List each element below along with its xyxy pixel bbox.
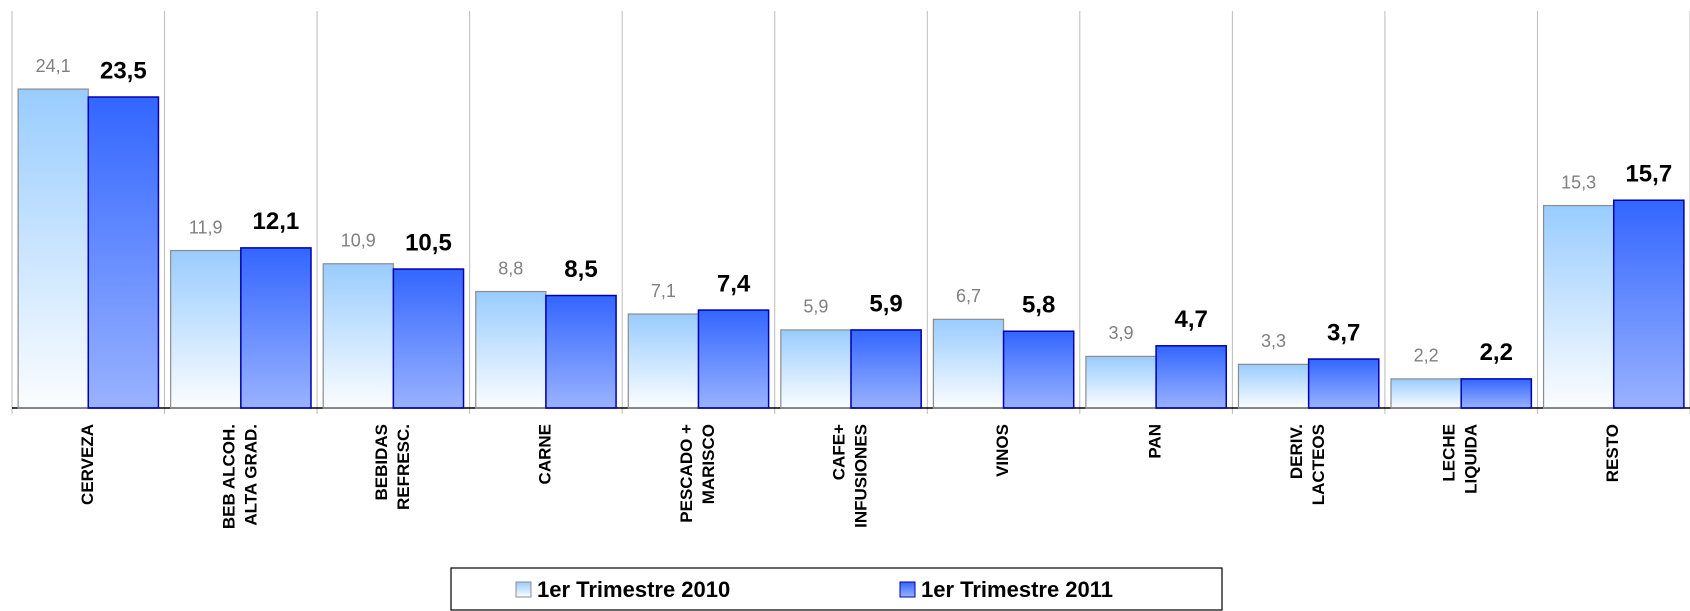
- x-tick-label: MARISCO: [699, 424, 718, 504]
- bar: [240, 247, 312, 409]
- bar: [1460, 378, 1533, 409]
- x-tick-label: INFUSIONES: [851, 424, 870, 528]
- x-tick-label: BEBIDAS: [372, 424, 391, 501]
- bar: [1085, 355, 1157, 409]
- value-label: 23,5: [100, 57, 147, 84]
- bar: [170, 249, 242, 409]
- value-label: 2,2: [1414, 346, 1439, 366]
- value-label: 15,3: [1561, 172, 1596, 192]
- bar: [17, 88, 89, 409]
- bar: [545, 294, 617, 409]
- bar: [1542, 204, 1615, 409]
- x-tick-label: PAN: [1146, 424, 1165, 459]
- bar: [322, 263, 394, 409]
- x-tick-label: RESTO: [1603, 424, 1622, 482]
- bar: [1002, 330, 1075, 409]
- bar: [932, 318, 1005, 409]
- bar: [1237, 363, 1310, 409]
- value-label: 8,5: [564, 256, 597, 283]
- x-tick-label: ALTA GRAD.: [241, 424, 260, 526]
- value-label: 8,8: [498, 258, 523, 278]
- value-label: 5,8: [1022, 292, 1055, 319]
- value-label: 5,9: [803, 297, 828, 317]
- legend-label: 1er Trimestre 2011: [921, 577, 1113, 602]
- value-label: 3,7: [1327, 319, 1360, 346]
- x-tick-label: DERIV.: [1287, 424, 1306, 479]
- value-label: 7,1: [651, 281, 676, 301]
- bar: [1612, 199, 1685, 409]
- value-label: 3,3: [1261, 331, 1286, 351]
- value-label: 24,1: [36, 56, 71, 76]
- bar: [1307, 358, 1380, 409]
- legend-swatch: [899, 581, 916, 598]
- value-label: 3,9: [1108, 323, 1133, 343]
- x-tick-label: PESCADO +: [677, 424, 696, 523]
- x-tick-label: CARNE: [535, 424, 554, 484]
- bar: [627, 313, 700, 409]
- legend-box: [450, 567, 1223, 611]
- bar: [1390, 378, 1462, 409]
- legend-label: 1er Trimestre 2010: [537, 577, 730, 602]
- x-tick-label: CERVEZA: [78, 424, 97, 505]
- value-label: 12,1: [253, 208, 300, 235]
- bar: [392, 268, 465, 409]
- x-tick-label: CAFE+: [829, 424, 848, 480]
- bar: [1155, 345, 1228, 409]
- x-tick-label: VINOS: [993, 424, 1012, 477]
- x-tick-label: LIQUIDA: [1462, 424, 1481, 494]
- value-label: 6,7: [956, 286, 981, 306]
- value-label: 4,7: [1174, 306, 1207, 333]
- value-label: 15,7: [1625, 161, 1672, 188]
- value-label: 7,4: [717, 270, 751, 297]
- x-tick-label: LECHE: [1440, 424, 1459, 482]
- value-label: 11,9: [189, 217, 223, 237]
- x-tick-label: LACTEOS: [1309, 424, 1328, 505]
- bar: [780, 329, 852, 409]
- x-tick-label: BEB ALCOH.: [219, 424, 238, 529]
- legend-swatch: [515, 581, 532, 598]
- bar: [475, 290, 547, 409]
- value-label: 10,5: [405, 229, 452, 256]
- bar: [87, 96, 160, 409]
- bar: [850, 329, 922, 409]
- bar: [697, 309, 770, 409]
- x-tick-label: REFRESC.: [394, 424, 413, 510]
- value-label: 2,2: [1480, 339, 1513, 366]
- value-label: 5,9: [869, 290, 902, 317]
- value-label: 10,9: [341, 231, 376, 251]
